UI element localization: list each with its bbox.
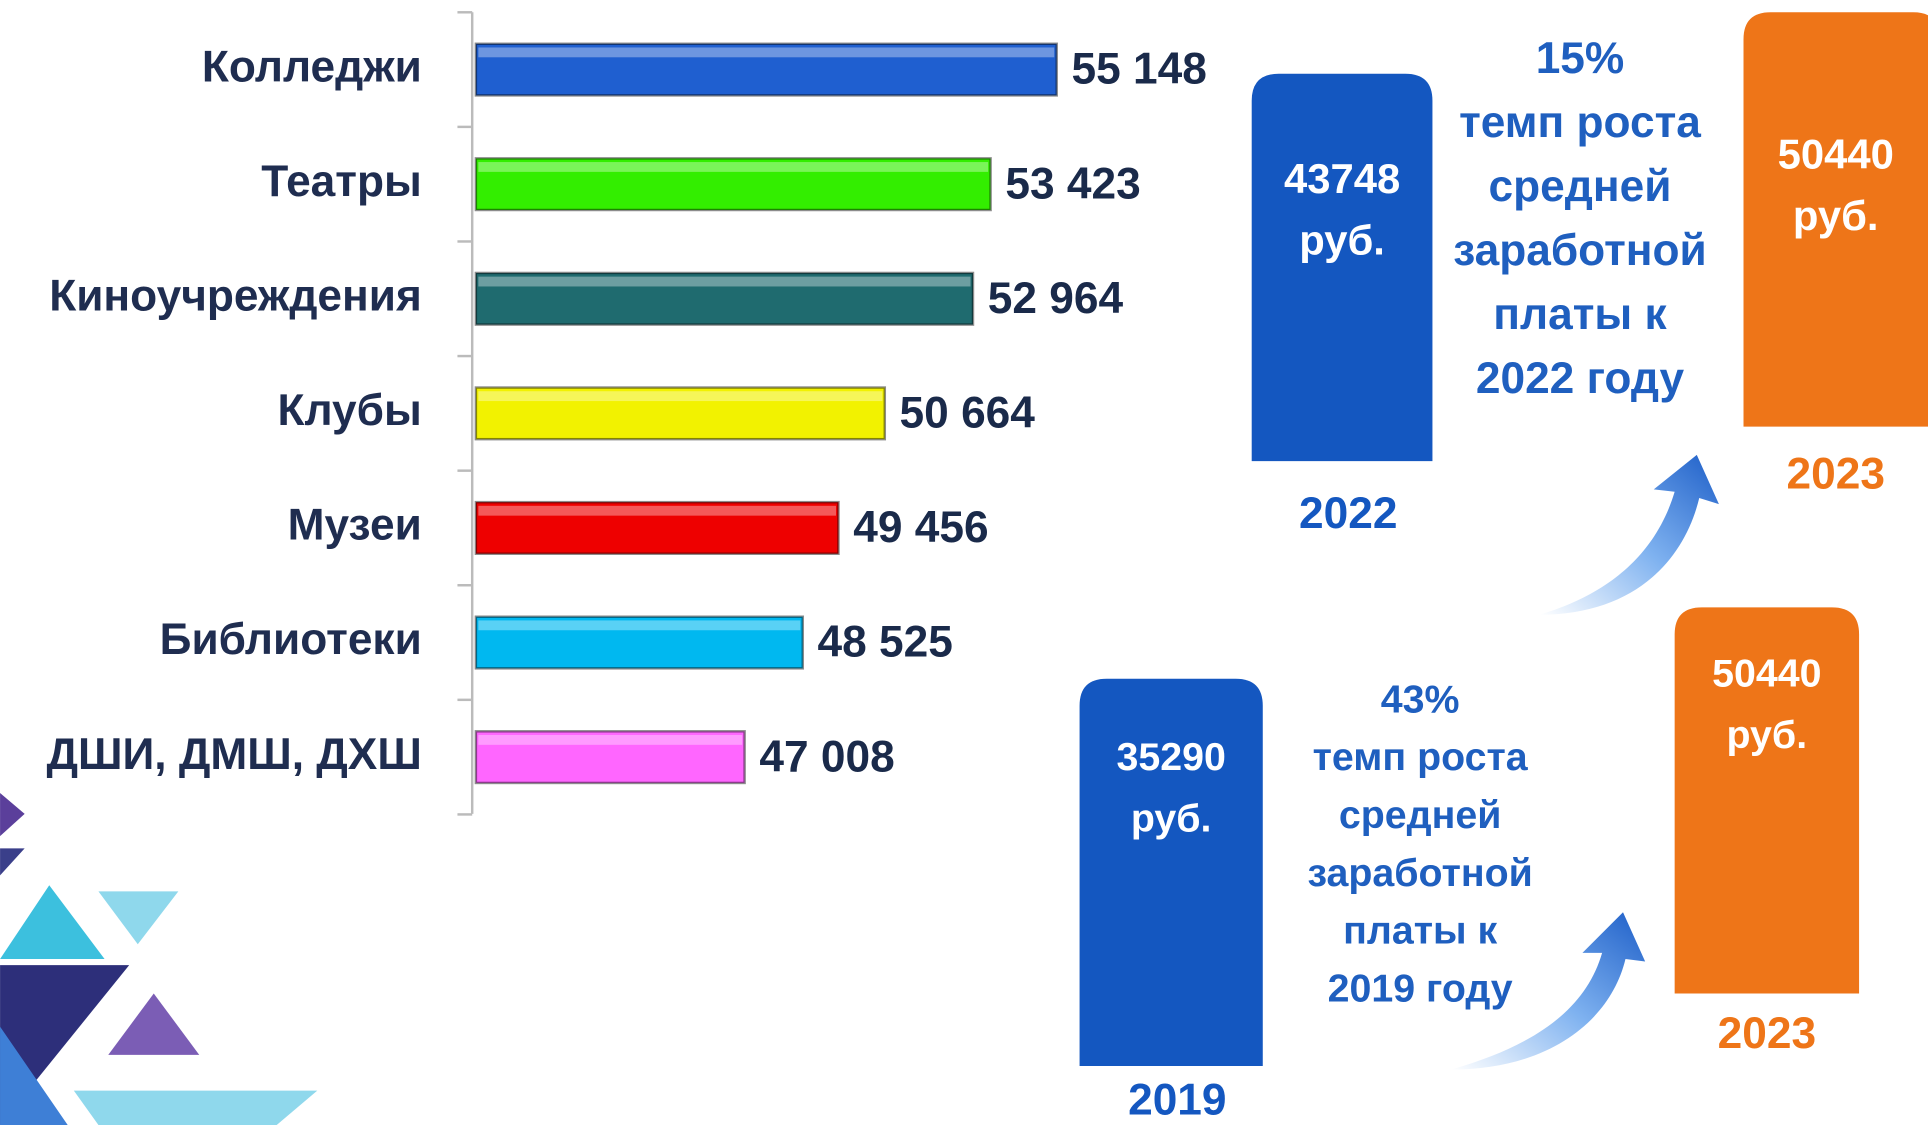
amount: 43748 [1284,155,1400,202]
bar-gloss [478,277,970,287]
value-label: 53 423 [1005,159,1140,208]
caption-line: темп роста [1459,98,1701,147]
category-label: Колледжи [202,42,422,91]
bar-gloss [478,162,988,172]
bar-gloss [478,506,836,516]
from-box [1252,74,1433,461]
value-label: 52 964 [988,274,1124,323]
category-label: Театры [261,157,422,206]
growth: 15% [1536,34,1625,83]
year: 2023 [1718,1009,1816,1058]
category-label: Музеи [288,501,422,550]
unit: руб. [1727,713,1808,757]
unit: руб. [1793,192,1879,239]
growth: 43% [1381,677,1460,721]
amount: 35290 [1116,735,1225,779]
caption-line: заработной [1307,851,1532,895]
amount: 50440 [1712,652,1821,696]
category-label: Киноучреждения [49,271,422,320]
caption-line: заработной [1453,226,1707,275]
bar-gloss [478,735,742,745]
year: 2023 [1786,450,1884,499]
caption-line: средней [1339,793,1502,837]
caption-line: платы к [1343,909,1497,953]
value-label: 50 664 [900,389,1036,438]
bar-gloss [478,391,882,401]
category-label: ДШИ, ДМШ, ДХШ [46,730,421,779]
unit: руб. [1299,216,1385,263]
unit: руб. [1131,797,1212,841]
decor-triangles [0,793,317,1125]
year: 2022 [1299,489,1397,538]
caption-line: платы к [1493,290,1667,339]
category-label: Библиотеки [160,615,422,664]
caption-line: 2022 году [1476,354,1685,403]
infographic: Колледжи 55 148 Театры 53 423 Киноучреждения… [0,0,1928,1125]
caption-line: средней [1489,162,1672,211]
amount: 50440 [1778,130,1894,177]
caption-line: темп роста [1313,735,1529,779]
year: 2019 [1128,1076,1226,1125]
value-label: 48 525 [818,618,953,667]
bar-gloss [478,47,1054,57]
value-label: 55 148 [1071,45,1206,94]
bar-gloss [478,620,800,630]
value-label: 47 008 [759,732,894,781]
value-label: 49 456 [853,503,988,552]
category-label: Клубы [278,386,422,435]
caption-line: 2019 году [1328,966,1513,1010]
